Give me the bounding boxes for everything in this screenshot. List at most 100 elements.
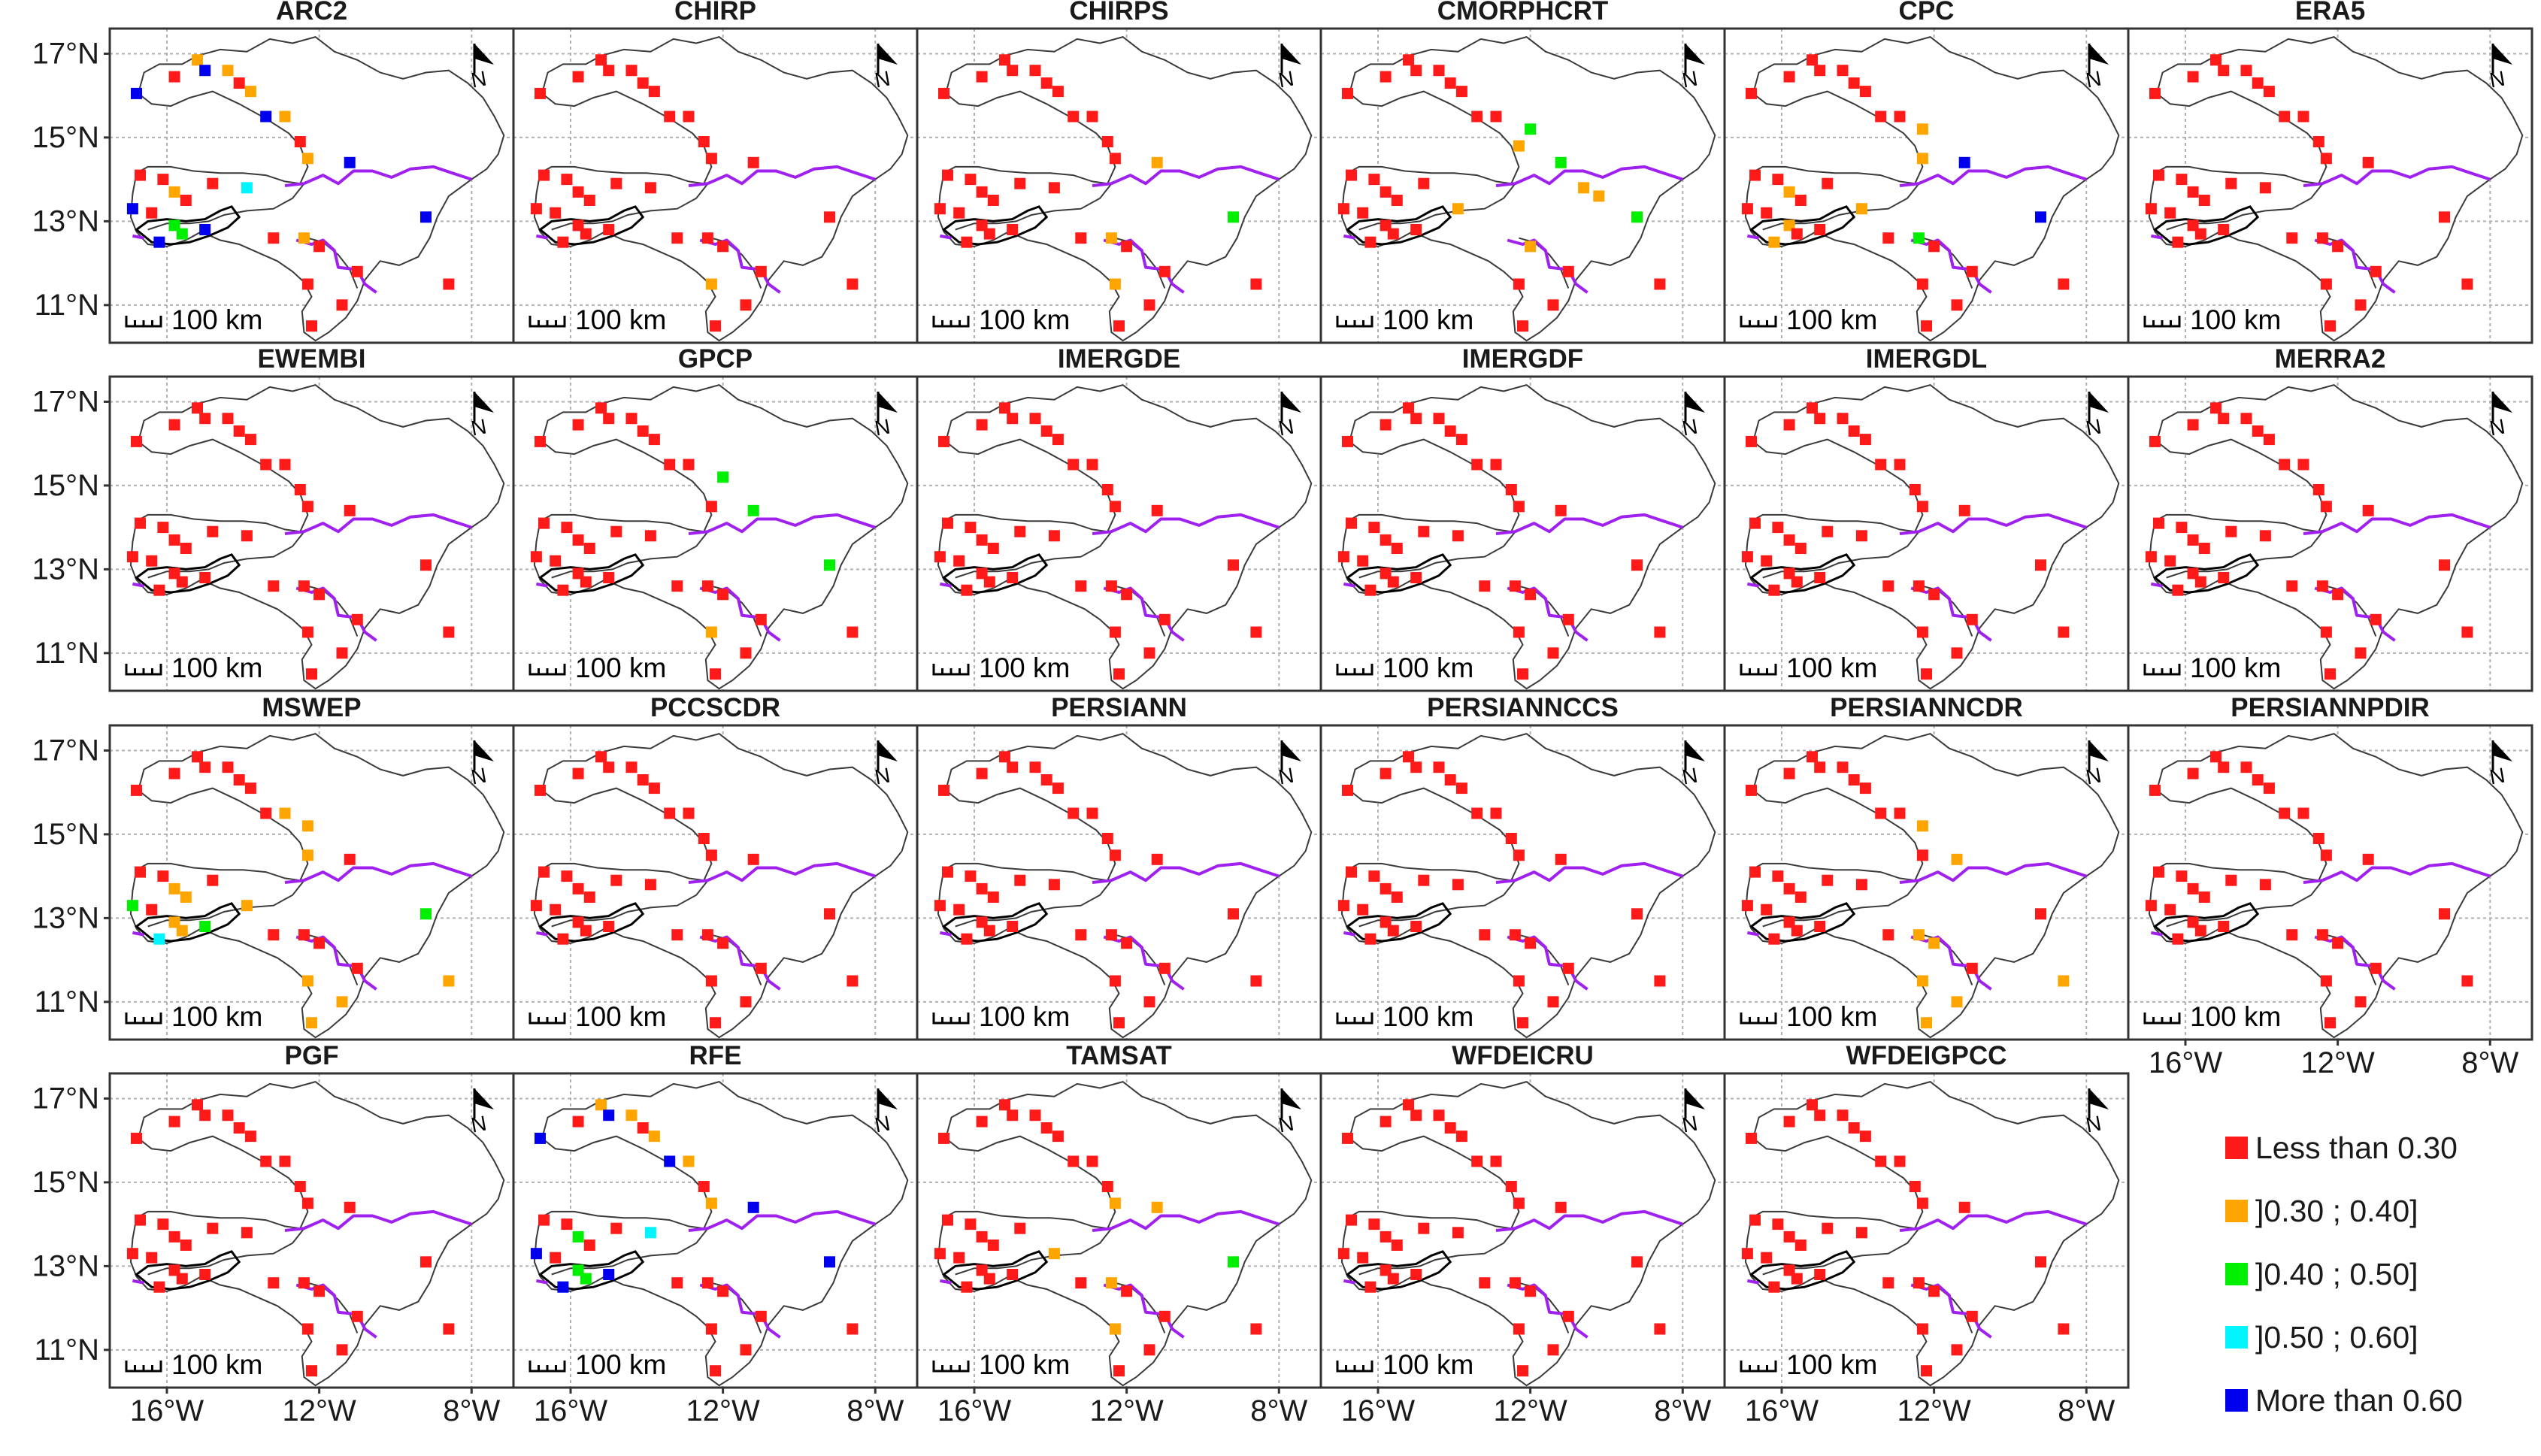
station-marker — [1837, 413, 1849, 425]
north-arrow-flag — [474, 392, 494, 413]
station-marker — [1143, 1344, 1155, 1356]
station-marker — [1837, 65, 1849, 77]
station-marker — [126, 1248, 138, 1260]
station-marker — [717, 241, 729, 253]
station-marker — [1814, 761, 1826, 773]
panel-title: PERSIANN — [1051, 693, 1187, 722]
station-marker — [199, 413, 211, 425]
panel-title: MERRA2 — [2275, 344, 2386, 374]
river-line — [1495, 1209, 1683, 1232]
station-marker — [1105, 1277, 1117, 1289]
station-marker — [1014, 525, 1026, 537]
station-marker — [176, 228, 188, 240]
station-marker — [1894, 459, 1906, 471]
station-marker — [1068, 807, 1080, 819]
station-marker — [260, 807, 272, 819]
station-marker — [2194, 576, 2206, 588]
station-marker — [1444, 77, 1456, 89]
river-line — [1899, 861, 2087, 884]
station-marker — [2187, 882, 2199, 894]
station-marker — [538, 517, 550, 529]
river-line — [536, 234, 548, 240]
basin-outline — [1340, 733, 1716, 1039]
station-marker — [1342, 1132, 1353, 1144]
panel-frame — [2127, 27, 2533, 344]
station-marker — [1337, 203, 1349, 215]
station-marker — [1391, 195, 1403, 206]
subbasin-outline — [1346, 902, 1452, 943]
scale-bar-label: 100 km — [2190, 1001, 2281, 1032]
basin-outline — [1744, 733, 2120, 1039]
basin-outline — [1340, 1081, 1716, 1387]
station-marker — [244, 1131, 256, 1143]
station-marker — [1855, 1227, 1867, 1239]
station-marker — [701, 580, 713, 592]
station-marker — [2320, 153, 2332, 165]
station-marker — [1631, 1256, 1643, 1268]
station-marker — [580, 576, 592, 588]
legend-label: ]0.50 ; 0.60] — [2255, 1319, 2418, 1355]
station-marker — [953, 1252, 965, 1264]
station-marker — [199, 572, 211, 583]
river-line — [295, 586, 377, 642]
panel-title: CMORPHCRT — [1437, 0, 1608, 26]
station-marker — [241, 182, 253, 194]
station-marker — [2312, 484, 2324, 495]
map-panel: IMERGDE N 100 km — [916, 344, 1322, 692]
station-marker — [1342, 435, 1353, 447]
station-marker — [443, 1323, 455, 1335]
north-arrow-flag — [878, 740, 898, 761]
station-marker — [1783, 71, 1795, 83]
legend-label: More than 0.60 — [2255, 1382, 2463, 1418]
map-panel: WFDEICRU N 100 km 16°W 12°W 8°W — [1319, 1041, 1726, 1427]
panel-frame — [2127, 375, 2533, 692]
station-marker — [557, 1281, 569, 1293]
station-marker — [1894, 807, 1906, 819]
station-marker — [2172, 236, 2184, 248]
station-marker — [1547, 1344, 1559, 1356]
scale-bar-label: 100 km — [171, 652, 262, 683]
station-marker — [1859, 782, 1871, 795]
station-marker — [535, 1132, 546, 1144]
river-line — [1910, 586, 1992, 642]
station-marker — [1746, 435, 1757, 447]
lat-tick-label: 13°N — [32, 552, 99, 586]
station-marker — [192, 402, 203, 414]
station-marker — [1444, 774, 1456, 786]
station-marker — [306, 1365, 317, 1377]
north-arrow-flag — [878, 392, 898, 413]
station-marker — [637, 425, 649, 437]
subbasin-outline — [942, 553, 1049, 594]
station-marker — [1380, 534, 1392, 546]
station-marker — [351, 265, 363, 277]
station-marker — [294, 484, 306, 495]
station-marker — [1346, 169, 1357, 181]
station-marker — [2320, 975, 2332, 987]
river-line — [1103, 238, 1185, 294]
station-marker — [942, 169, 953, 181]
station-marker — [1916, 975, 1928, 987]
station-marker — [1029, 761, 1041, 773]
station-marker — [717, 1285, 729, 1297]
station-marker — [1364, 1281, 1377, 1293]
legend-item-030-040: ]0.30 ; 0.40] — [2225, 1179, 2526, 1243]
station-marker — [1768, 584, 1780, 596]
river-line — [1747, 1279, 1759, 1285]
station-marker — [1517, 1017, 1528, 1029]
station-marker — [625, 65, 638, 77]
station-marker — [572, 419, 584, 431]
station-marker — [1101, 136, 1113, 147]
station-marker — [2324, 320, 2336, 332]
panel-title: MSWEP — [262, 693, 361, 722]
lon-tick-label: 16°W — [2149, 1046, 2222, 1079]
station-marker — [1052, 434, 1064, 446]
lon-tick-label: 12°W — [686, 1394, 760, 1427]
station-marker — [1158, 1310, 1171, 1322]
scale-bar-label: 100 km — [979, 304, 1070, 335]
station-marker — [644, 1227, 656, 1239]
river-line — [1747, 931, 1759, 937]
scale-bar-label: 100 km — [979, 1349, 1070, 1380]
station-marker — [1101, 833, 1113, 844]
station-marker — [2324, 1017, 2336, 1029]
